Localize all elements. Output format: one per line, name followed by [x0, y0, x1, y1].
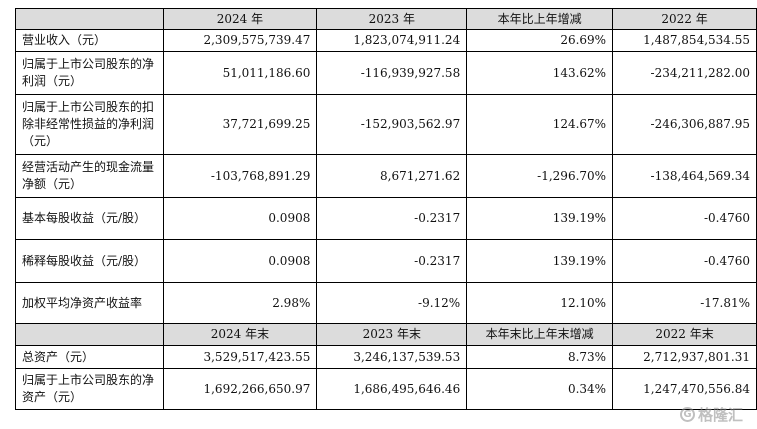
value-2024: 2,309,575,739.47	[162, 29, 318, 52]
header-cell-2022-end: 2022 年末	[612, 323, 757, 346]
header-cell-label	[15, 323, 164, 346]
row-label: 加权平均净资产收益率	[15, 282, 164, 324]
value-change: 0.34%	[466, 368, 614, 410]
header-cell-change: 本年比上年增减	[466, 8, 614, 30]
financial-summary-table: 2024 年 2023 年 本年比上年增减 2022 年 营业收入（元） 2,3…	[15, 8, 757, 410]
row-label: 稀释每股收益（元/股）	[15, 239, 164, 283]
value-2022: 1,487,854,534.55	[612, 29, 757, 52]
table-row: 基本每股收益（元/股） 0.0908 -0.2317 139.19% -0.47…	[15, 197, 757, 240]
value-2022: -0.4760	[612, 197, 757, 240]
row-label: 基本每股收益（元/股）	[15, 197, 164, 240]
table-row: 归属于上市公司股东的净资产（元） 1,692,266,650.97 1,686,…	[15, 368, 757, 410]
value-2024: 37,721,699.25	[162, 94, 318, 155]
value-2023: -152,903,562.97	[316, 94, 468, 155]
row-label: 归属于上市公司股东的净利润（元）	[15, 51, 164, 95]
table-row: 总资产（元） 3,529,517,423.55 3,246,137,539.53…	[15, 345, 757, 369]
header-cell-2024: 2024 年	[162, 8, 318, 30]
value-2022: -17.81%	[612, 282, 757, 324]
value-2023: -116,939,927.58	[316, 51, 468, 95]
row-label: 归属于上市公司股东的扣除非经常性损益的净利润（元）	[15, 94, 164, 155]
value-2022: 1,247,470,556.84	[612, 368, 757, 410]
value-2022: 2,712,937,801.31	[612, 345, 757, 369]
value-change: 12.10%	[466, 282, 614, 324]
header-cell-2023: 2023 年	[316, 8, 468, 30]
value-change: 124.67%	[466, 94, 614, 155]
header-row-period-end: 2024 年末 2023 年末 本年末比上年末增减 2022 年末	[15, 323, 757, 346]
value-2022: -234,211,282.00	[612, 51, 757, 95]
header-cell-2024-end: 2024 年末	[162, 323, 318, 346]
value-2022: -0.4760	[612, 239, 757, 283]
header-row-annual: 2024 年 2023 年 本年比上年增减 2022 年	[15, 8, 757, 30]
value-change: -1,296.70%	[466, 154, 614, 198]
value-2023: 8,671,271.62	[316, 154, 468, 198]
value-change: 143.62%	[466, 51, 614, 95]
value-2023: -0.2317	[316, 239, 468, 283]
value-2022: -246,306,887.95	[612, 94, 757, 155]
table-row: 归属于上市公司股东的扣除非经常性损益的净利润（元） 37,721,699.25 …	[15, 94, 757, 155]
value-2023: 1,823,074,911.24	[316, 29, 468, 52]
value-2024: 0.0908	[162, 239, 318, 283]
gelonghui-logo-icon: G	[679, 407, 695, 422]
value-change: 139.19%	[466, 197, 614, 240]
header-cell-2023-end: 2023 年末	[316, 323, 468, 346]
table-row: 归属于上市公司股东的净利润（元） 51,011,186.60 -116,939,…	[15, 51, 757, 95]
value-2023: -0.2317	[316, 197, 468, 240]
value-2024: 51,011,186.60	[162, 51, 318, 95]
table-row: 稀释每股收益（元/股） 0.0908 -0.2317 139.19% -0.47…	[15, 239, 757, 283]
value-2024: 1,692,266,650.97	[162, 368, 318, 410]
value-change: 8.73%	[466, 345, 614, 369]
watermark: G 格隆汇	[679, 404, 743, 425]
value-2024: -103,768,891.29	[162, 154, 318, 198]
header-cell-change-end: 本年末比上年末增减	[466, 323, 614, 346]
value-2023: 3,246,137,539.53	[316, 345, 468, 369]
header-cell-2022: 2022 年	[612, 8, 757, 30]
value-2022: -138,464,569.34	[612, 154, 757, 198]
value-2024: 3,529,517,423.55	[162, 345, 318, 369]
table-row: 经营活动产生的现金流量净额（元） -103,768,891.29 8,671,2…	[15, 154, 757, 198]
row-label: 经营活动产生的现金流量净额（元）	[15, 154, 164, 198]
table-row: 加权平均净资产收益率 2.98% -9.12% 12.10% -17.81%	[15, 282, 757, 324]
value-2023: -9.12%	[316, 282, 468, 324]
header-cell-label	[15, 8, 164, 30]
value-2024: 0.0908	[162, 197, 318, 240]
watermark-text: 格隆汇	[697, 406, 743, 424]
value-change: 26.69%	[466, 29, 614, 52]
table-row: 营业收入（元） 2,309,575,739.47 1,823,074,911.2…	[15, 29, 757, 52]
value-change: 139.19%	[466, 239, 614, 283]
row-label: 总资产（元）	[15, 345, 164, 369]
row-label: 归属于上市公司股东的净资产（元）	[15, 368, 164, 410]
row-label: 营业收入（元）	[15, 29, 164, 52]
value-2024: 2.98%	[162, 282, 318, 324]
value-2023: 1,686,495,646.46	[316, 368, 468, 410]
